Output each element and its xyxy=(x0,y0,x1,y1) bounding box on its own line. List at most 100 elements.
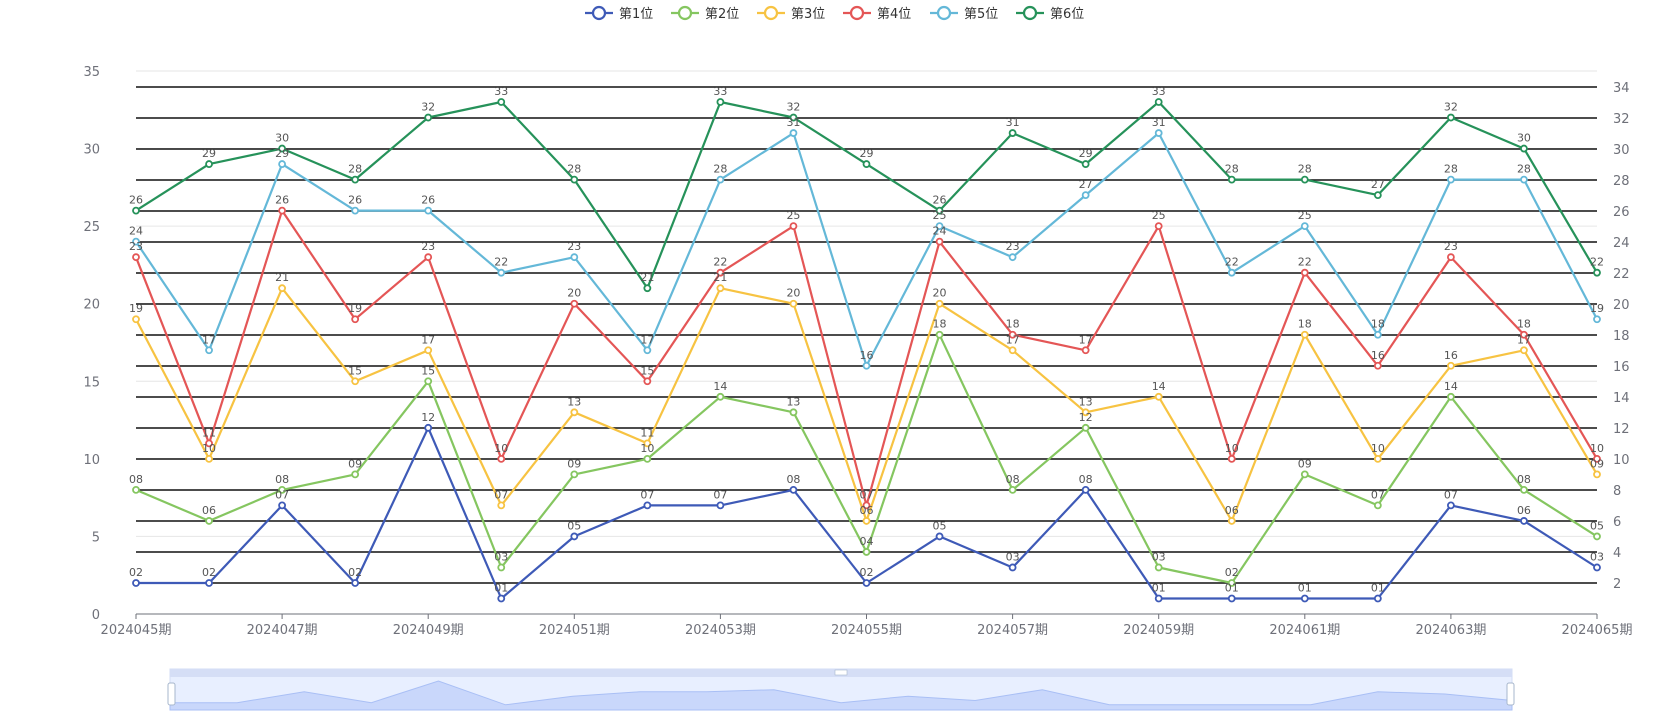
data-point xyxy=(862,548,871,556)
data-point xyxy=(497,98,506,106)
data-label: 16 xyxy=(860,349,874,362)
data-label: 03 xyxy=(494,550,508,563)
data-point xyxy=(278,284,287,293)
data-label: 10 xyxy=(640,442,654,455)
data-point xyxy=(789,408,798,417)
legend-item-3[interactable]: 第3位 xyxy=(757,5,825,22)
data-label: 20 xyxy=(567,287,581,300)
data-labels: 02 02 07 02 12 01 05 07 07 08 02 05 03 08 01 01 01 01 07 06… xyxy=(129,85,1604,594)
zoom-handle-right[interactable] xyxy=(1506,682,1515,706)
data-label: 05 xyxy=(567,519,581,532)
zoom-handle-left[interactable] xyxy=(167,682,176,706)
data-point xyxy=(1081,191,1090,200)
data-label: 17 xyxy=(640,333,654,346)
data-label: 01 xyxy=(1298,581,1312,594)
x-tick-label: 2024049期 xyxy=(393,623,464,638)
data-label: 07 xyxy=(494,488,508,501)
y-tick-label-right: 32 xyxy=(1613,112,1630,127)
data-point xyxy=(643,439,652,448)
data-point xyxy=(1373,330,1382,339)
y-tick-label-left: 20 xyxy=(83,298,100,313)
data-label: 31 xyxy=(786,116,800,129)
data-label: 01 xyxy=(494,581,508,594)
legend-item-5[interactable]: 第5位 xyxy=(930,5,998,22)
data-point xyxy=(1373,361,1382,370)
data-point xyxy=(1081,346,1090,355)
data-point xyxy=(278,485,287,494)
data-label: 27 xyxy=(1079,178,1093,191)
data-point xyxy=(1008,253,1017,262)
data-label: 20 xyxy=(786,287,800,300)
data-point xyxy=(424,113,433,122)
data-label: 22 xyxy=(713,256,727,269)
data-point xyxy=(789,299,798,308)
data-point xyxy=(351,470,360,479)
data-label: 22 xyxy=(494,256,508,269)
data-point xyxy=(1227,454,1236,463)
data-point xyxy=(1227,268,1236,277)
data-point xyxy=(1300,470,1309,479)
data-label: 11 xyxy=(640,426,654,439)
data-label: 33 xyxy=(713,85,727,98)
data-label: 17 xyxy=(1079,333,1093,346)
legend-item-4[interactable]: 第4位 xyxy=(843,5,911,22)
series-4 xyxy=(132,206,1601,510)
data-point xyxy=(1373,454,1382,463)
data-label: 23 xyxy=(1006,240,1020,253)
data-label: 18 xyxy=(1371,318,1385,331)
legend-item-2[interactable]: 第2位 xyxy=(671,5,739,22)
y-tick-label-right: 16 xyxy=(1613,360,1630,375)
data-label: 03 xyxy=(1590,550,1604,563)
legend-item-1[interactable]: 第1位 xyxy=(585,5,653,22)
data-label: 29 xyxy=(202,147,216,160)
series-1 xyxy=(132,423,1601,603)
data-point xyxy=(497,454,506,463)
data-point xyxy=(1081,485,1090,494)
data-label: 20 xyxy=(933,287,947,300)
data-point xyxy=(351,579,360,587)
y-tick-label-left: 15 xyxy=(83,375,100,390)
data-point xyxy=(1373,594,1382,603)
data-label: 15 xyxy=(348,364,362,377)
data-point xyxy=(1447,501,1455,510)
data-point xyxy=(424,253,433,262)
data-point xyxy=(278,206,287,215)
data-label: 30 xyxy=(275,132,289,145)
data-label: 02 xyxy=(202,566,216,579)
data-label: 16 xyxy=(1371,349,1385,362)
data-label: 23 xyxy=(567,240,581,253)
legend-label: 第3位 xyxy=(791,7,825,22)
data-point xyxy=(789,222,798,231)
data-label: 17 xyxy=(202,333,216,346)
data-label: 31 xyxy=(1006,116,1020,129)
data-label: 18 xyxy=(1298,318,1312,331)
data-point xyxy=(351,315,360,324)
data-label: 03 xyxy=(1152,550,1166,563)
data-point xyxy=(1008,346,1017,355)
data-label: 14 xyxy=(1152,380,1166,393)
data-label: 12 xyxy=(1079,411,1093,424)
data-point xyxy=(1447,392,1455,401)
data-point xyxy=(789,485,798,494)
y-tick-label-right: 14 xyxy=(1613,391,1630,406)
data-label: 26 xyxy=(348,194,362,207)
data-point xyxy=(643,501,652,510)
data-label: 09 xyxy=(567,457,581,470)
data-zoom-slider[interactable] xyxy=(167,668,1515,711)
data-point xyxy=(1227,594,1236,603)
data-point xyxy=(789,129,798,137)
data-point xyxy=(1227,517,1236,525)
data-point xyxy=(1447,361,1455,370)
legend-label: 第4位 xyxy=(877,7,911,22)
data-point xyxy=(132,206,140,215)
zoom-move-handle[interactable] xyxy=(834,669,848,676)
data-point xyxy=(1154,222,1163,231)
data-point xyxy=(935,222,944,231)
data-point xyxy=(132,237,140,246)
data-label: 06 xyxy=(1517,504,1531,517)
data-label: 26 xyxy=(275,194,289,207)
legend-label: 第6位 xyxy=(1050,7,1084,22)
data-point xyxy=(278,160,287,168)
legend-item-6[interactable]: 第6位 xyxy=(1016,5,1084,22)
y-tick-label-right: 20 xyxy=(1613,298,1630,313)
